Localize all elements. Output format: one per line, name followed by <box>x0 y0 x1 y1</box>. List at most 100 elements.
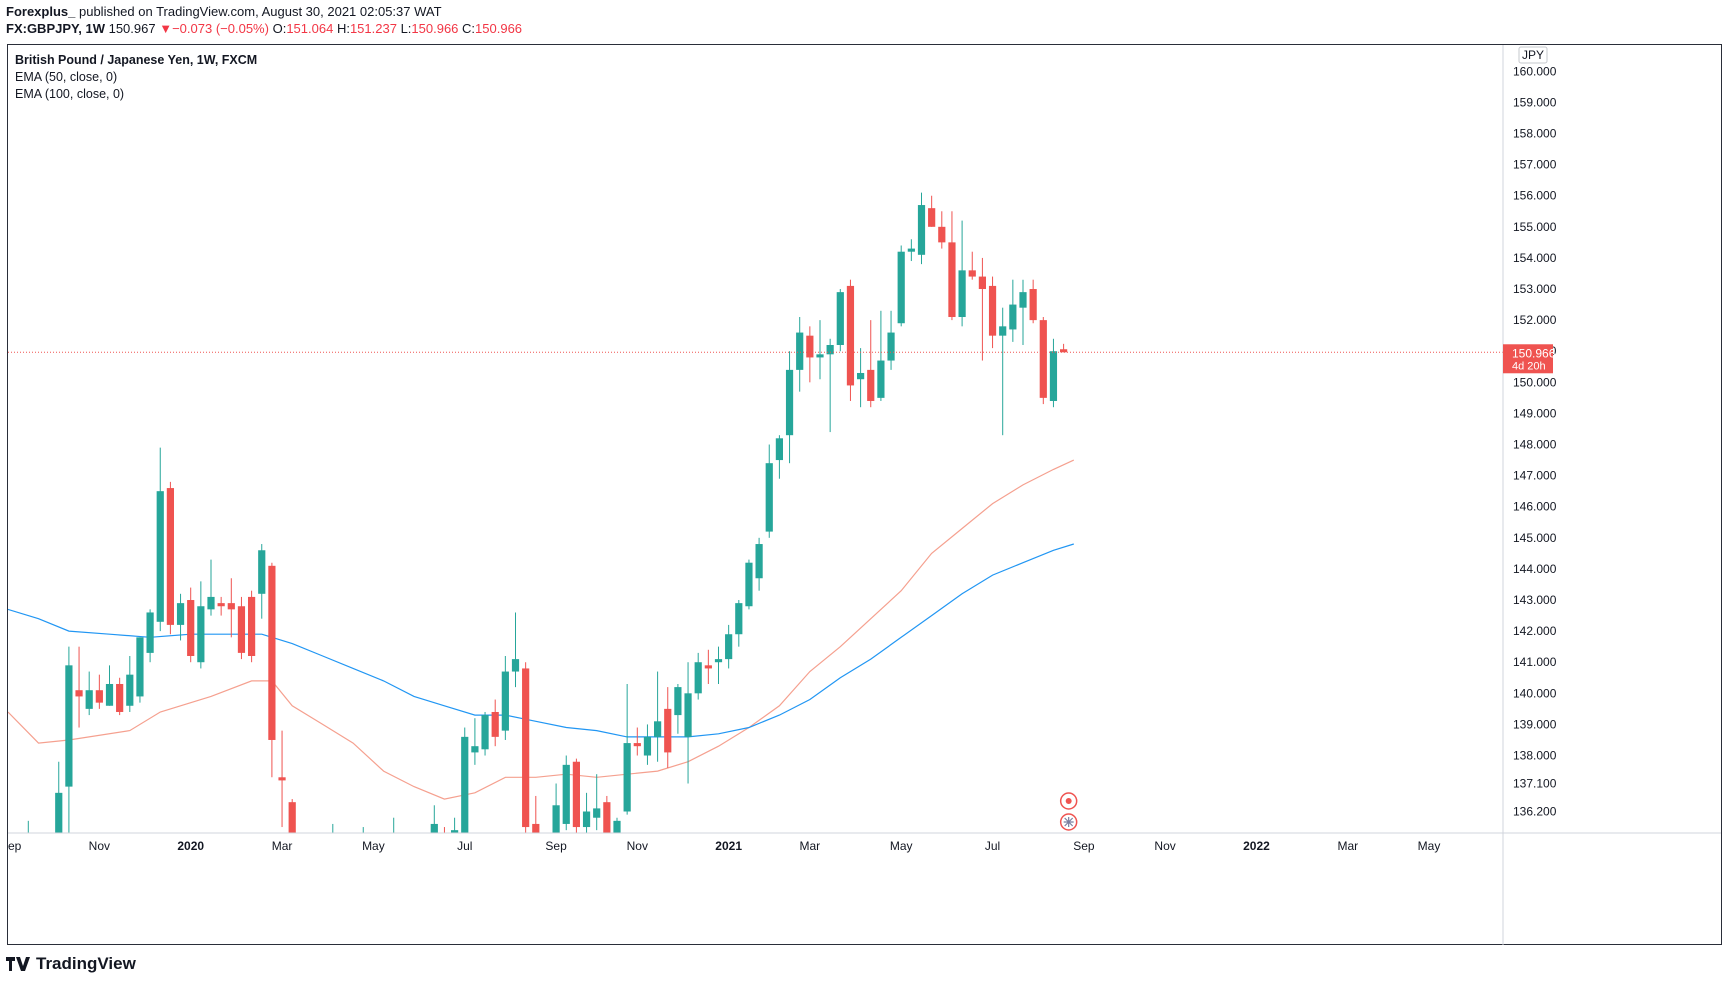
candle[interactable] <box>1019 279 1027 345</box>
candle[interactable] <box>633 727 641 756</box>
candle[interactable] <box>613 817 621 849</box>
candle[interactable] <box>1029 279 1037 324</box>
candle[interactable] <box>562 755 570 831</box>
candle[interactable] <box>166 481 174 635</box>
price-tick-label: 160.000 <box>1513 64 1557 78</box>
candle[interactable] <box>511 612 520 688</box>
candle[interactable] <box>237 596 246 660</box>
candle[interactable] <box>25 820 32 855</box>
candle[interactable] <box>156 447 164 632</box>
candle[interactable] <box>928 195 936 227</box>
candle[interactable] <box>775 435 783 479</box>
candle[interactable] <box>1039 317 1047 405</box>
candle[interactable] <box>176 593 185 641</box>
legend-ema100[interactable]: EMA (100, close, 0) <box>15 87 125 101</box>
candle[interactable] <box>1009 279 1017 342</box>
candle[interactable] <box>481 711 489 756</box>
candle[interactable] <box>197 581 205 669</box>
candle[interactable] <box>725 624 733 669</box>
candle[interactable] <box>603 795 611 843</box>
ema100-line[interactable] <box>8 543 1074 738</box>
candle[interactable] <box>978 257 986 361</box>
candle[interactable] <box>999 307 1007 436</box>
candle[interactable] <box>136 637 144 703</box>
candle[interactable] <box>857 348 865 408</box>
candle[interactable] <box>572 758 580 840</box>
candle[interactable] <box>755 537 763 591</box>
candle[interactable] <box>887 310 895 370</box>
candle[interactable] <box>268 562 276 778</box>
candle[interactable] <box>877 310 885 401</box>
candle[interactable] <box>329 823 336 849</box>
candle[interactable] <box>441 827 448 905</box>
candle[interactable] <box>654 671 662 762</box>
candle[interactable] <box>1049 338 1058 408</box>
candle[interactable] <box>116 677 124 716</box>
candle[interactable] <box>258 544 266 619</box>
legend-ema50[interactable]: EMA (50, close, 0) <box>15 70 118 84</box>
candle[interactable] <box>623 683 631 815</box>
candle[interactable] <box>1060 343 1068 353</box>
candle[interactable] <box>360 827 367 839</box>
candle[interactable] <box>471 718 479 765</box>
candle[interactable] <box>522 662 530 836</box>
candle[interactable] <box>227 578 235 638</box>
candle[interactable] <box>684 662 692 784</box>
candle[interactable] <box>826 338 834 433</box>
candle[interactable] <box>907 239 915 262</box>
candle[interactable] <box>664 687 672 768</box>
candle[interactable] <box>643 724 652 765</box>
candle[interactable] <box>714 646 723 684</box>
event-icons[interactable] <box>1059 792 1078 831</box>
author-name[interactable]: Forexplus_ <box>6 4 76 19</box>
candle[interactable] <box>95 674 103 709</box>
candle[interactable] <box>867 320 875 408</box>
candle[interactable] <box>806 326 814 383</box>
candle[interactable] <box>938 211 946 249</box>
candle[interactable] <box>278 730 286 828</box>
tradingview-logo[interactable]: TradingView <box>6 954 136 974</box>
candle[interactable] <box>55 761 63 840</box>
currency-button[interactable]: JPY <box>1518 46 1548 64</box>
candle[interactable] <box>451 817 459 902</box>
candle[interactable] <box>917 192 926 265</box>
candle[interactable] <box>248 590 256 663</box>
candle[interactable] <box>582 792 591 837</box>
candle[interactable] <box>735 600 743 647</box>
candle[interactable] <box>65 646 73 834</box>
candle[interactable] <box>948 211 956 321</box>
candle[interactable] <box>532 795 540 849</box>
candle[interactable] <box>491 699 499 747</box>
candle-body <box>268 565 276 740</box>
candle[interactable] <box>745 559 753 610</box>
candle[interactable] <box>694 652 702 700</box>
candle[interactable] <box>785 351 794 464</box>
candle[interactable] <box>217 596 225 616</box>
candle[interactable] <box>288 799 296 874</box>
candle[interactable] <box>461 727 469 837</box>
candle[interactable] <box>897 245 905 327</box>
candle[interactable] <box>146 609 154 663</box>
candle[interactable] <box>85 671 93 716</box>
candle[interactable] <box>593 774 601 831</box>
candle[interactable] <box>105 665 114 706</box>
candle[interactable] <box>968 251 976 280</box>
candle[interactable] <box>816 320 824 380</box>
candle[interactable] <box>704 649 712 684</box>
candle[interactable] <box>796 317 804 392</box>
candle[interactable] <box>187 587 195 663</box>
candle[interactable] <box>836 289 844 352</box>
candle[interactable] <box>430 805 438 883</box>
chart-frame[interactable] <box>7 44 1722 945</box>
candle[interactable] <box>207 559 215 616</box>
candle[interactable] <box>958 220 966 327</box>
candle[interactable] <box>501 656 509 740</box>
candle[interactable] <box>765 444 773 538</box>
candle[interactable] <box>552 783 560 849</box>
candle[interactable] <box>126 656 134 712</box>
candle[interactable] <box>988 276 997 349</box>
candle[interactable] <box>846 279 855 401</box>
candle[interactable] <box>674 683 682 734</box>
candle[interactable] <box>75 646 83 728</box>
